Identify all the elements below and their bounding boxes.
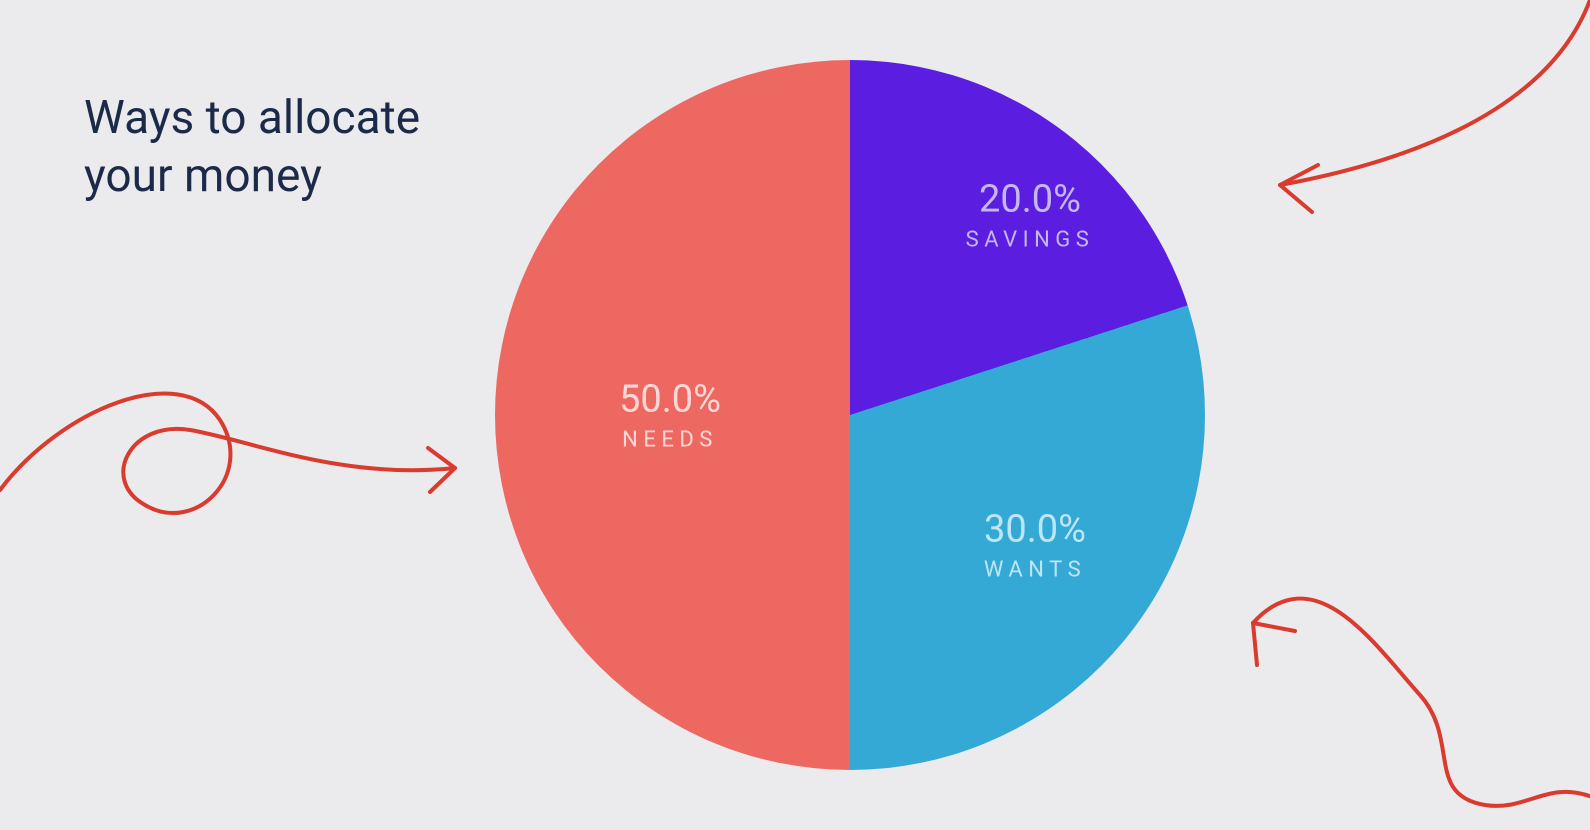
slice-pct: 30.0% [984, 508, 1086, 552]
squiggle-arrow-left-icon [0, 300, 500, 560]
slice-name: SAVINGS [966, 228, 1095, 253]
pie-disc [495, 60, 1205, 770]
slice-label-wants: 30.0% WANTS [984, 508, 1086, 583]
slice-label-savings: 20.0% SAVINGS [966, 178, 1095, 253]
curve-arrow-top-right-icon [1220, 0, 1590, 230]
wave-arrow-bottom-right-icon [1225, 565, 1590, 830]
slice-name: WANTS [984, 558, 1086, 583]
slice-label-needs: 50.0% NEEDS [619, 378, 721, 453]
pie-chart [495, 60, 1205, 770]
slice-pct: 50.0% [619, 378, 721, 422]
infographic-canvas: Ways to allocate your money 20.0% SAVINGS… [0, 0, 1590, 830]
page-title: Ways to allocate your money [84, 90, 420, 205]
slice-name: NEEDS [619, 428, 721, 453]
slice-pct: 20.0% [966, 178, 1095, 222]
